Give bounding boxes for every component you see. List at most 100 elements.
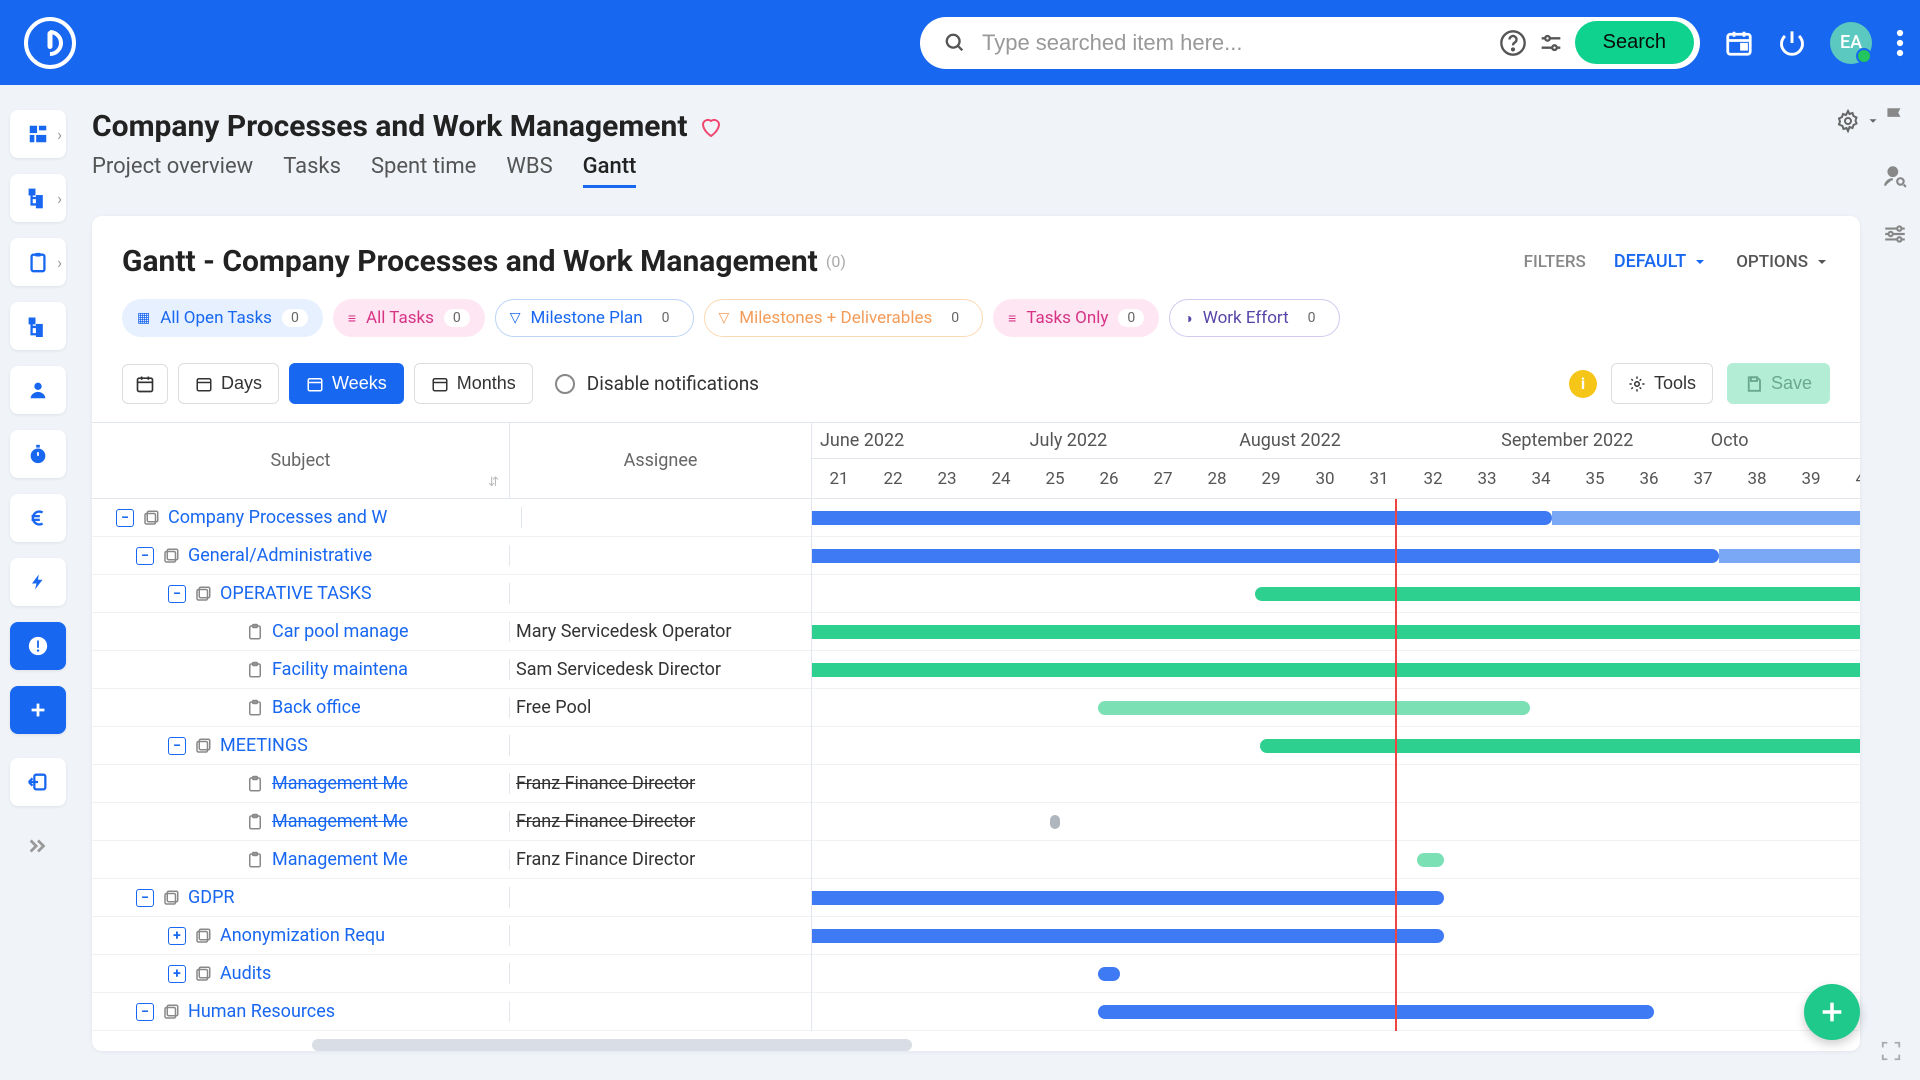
save-button[interactable]: Save — [1727, 363, 1830, 404]
tree-toggle-icon[interactable]: − — [136, 1003, 154, 1021]
filter-chip-milestone-plan[interactable]: ▽Milestone Plan0 — [495, 299, 694, 337]
sliders-icon[interactable] — [1882, 221, 1908, 247]
week-header: 33 — [1460, 459, 1514, 498]
column-assignee-header[interactable]: Assignee — [510, 423, 811, 498]
gantt-bar[interactable] — [1098, 967, 1120, 981]
sidebar-dashboard[interactable] — [10, 110, 66, 158]
gantt-tree-row[interactable]: Management MeFranz Finance Director — [92, 803, 811, 841]
tools-button[interactable]: Tools — [1611, 363, 1713, 404]
person-search-icon[interactable] — [1882, 163, 1908, 189]
tab-gantt[interactable]: Gantt — [583, 154, 637, 188]
gantt-bar[interactable] — [812, 511, 1552, 525]
gantt-bar[interactable] — [1098, 1005, 1654, 1019]
gantt-header: Gantt - Company Processes and Work Manag… — [92, 244, 1860, 279]
tab-wbs[interactable]: WBS — [506, 154, 552, 188]
filter-options-dropdown[interactable]: OPTIONS — [1736, 252, 1830, 272]
overflow-menu-icon[interactable] — [1896, 28, 1904, 58]
gantt-bar[interactable] — [812, 663, 1860, 677]
gantt-tree-row[interactable]: −Company Processes and W — [92, 499, 811, 537]
gantt-tree-row[interactable]: +Audits — [92, 955, 811, 993]
tab-tasks[interactable]: Tasks — [283, 154, 341, 188]
sidebar-add[interactable] — [10, 686, 66, 734]
disable-notifications-toggle[interactable]: Disable notifications — [555, 372, 759, 395]
gantt-tree-row[interactable]: −GDPR — [92, 879, 811, 917]
gantt-tree-row[interactable]: Management MeFranz Finance Director — [92, 841, 811, 879]
help-icon[interactable] — [1499, 29, 1527, 57]
tree-toggle-icon[interactable]: + — [168, 927, 186, 945]
filter-chip-all-open-tasks[interactable]: ▦All Open Tasks0 — [122, 299, 323, 337]
view-days-button[interactable]: Days — [178, 363, 279, 404]
tab-project-overview[interactable]: Project overview — [92, 154, 253, 188]
gantt-tree-row[interactable]: −OPERATIVE TASKS — [92, 575, 811, 613]
sidebar-alert[interactable] — [10, 622, 66, 670]
gantt-tree-row[interactable]: Back officeFree Pool — [92, 689, 811, 727]
sidebar-expand[interactable] — [10, 822, 66, 870]
gantt-tree-row[interactable]: Facility maintenaSam Servicedesk Directo… — [92, 651, 811, 689]
filter-chip-work-effort[interactable]: ◑Work Effort0 — [1169, 299, 1339, 337]
sidebar-euro[interactable] — [10, 494, 66, 542]
sidebar-tree[interactable] — [10, 174, 66, 222]
search-box: Search — [920, 17, 1700, 69]
gantt-tree-row[interactable]: −Human Resources — [92, 993, 811, 1031]
gantt-timeline[interactable]: June 2022July 2022August 2022September 2… — [812, 423, 1860, 1031]
gantt-bar[interactable] — [812, 891, 1444, 905]
user-avatar[interactable]: EA — [1830, 22, 1872, 64]
gantt-bar[interactable] — [812, 549, 1719, 563]
gantt-bar-extension[interactable] — [1719, 549, 1860, 563]
search-input[interactable] — [982, 30, 1499, 56]
tree-toggle-icon[interactable]: + — [168, 965, 186, 983]
gantt-tree-row[interactable]: −General/Administrative — [92, 537, 811, 575]
gantt-tree-row[interactable]: Management MeFranz Finance Director — [92, 765, 811, 803]
date-picker-button[interactable] — [122, 364, 168, 404]
filter-sliders-icon[interactable] — [1537, 29, 1565, 57]
flag-icon[interactable] — [1882, 105, 1908, 131]
filter-default-dropdown[interactable]: DEFAULT — [1614, 251, 1708, 272]
sidebar-clipboard[interactable] — [10, 238, 66, 286]
calendar-icon[interactable] — [1724, 28, 1754, 58]
sidebar-user[interactable] — [10, 366, 66, 414]
left-sidebar — [10, 110, 66, 870]
fab-add-button[interactable] — [1804, 984, 1860, 1040]
gantt-bar-extension[interactable] — [1552, 511, 1860, 525]
gantt-tree-row[interactable]: −MEETINGS — [92, 727, 811, 765]
view-weeks-button[interactable]: Weeks — [289, 363, 404, 404]
sidebar-exit[interactable] — [10, 758, 66, 806]
sidebar-hierarchy[interactable] — [10, 302, 66, 350]
gantt-bar[interactable] — [1260, 739, 1860, 753]
chip-badge: 0 — [1118, 309, 1144, 327]
sidebar-bolt[interactable] — [10, 558, 66, 606]
row-subject-text: Management Me — [272, 811, 408, 832]
filter-chip-tasks-only[interactable]: ≡Tasks Only0 — [993, 299, 1159, 337]
tab-spent-time[interactable]: Spent time — [371, 154, 476, 188]
tree-toggle-icon[interactable]: − — [168, 585, 186, 603]
gantt-bar[interactable] — [812, 625, 1860, 639]
search-button[interactable]: Search — [1575, 21, 1694, 64]
gantt-bar[interactable] — [812, 929, 1444, 943]
gantt-bar[interactable] — [1417, 853, 1444, 867]
fullscreen-icon[interactable] — [1880, 1040, 1902, 1062]
view-months-button[interactable]: Months — [414, 363, 533, 404]
filter-chip-all-tasks[interactable]: ≡All Tasks0 — [333, 299, 485, 337]
tree-toggle-icon[interactable]: − — [136, 547, 154, 565]
filter-chip-milestones-deliverables[interactable]: ▽Milestones + Deliverables0 — [704, 299, 984, 337]
app-logo[interactable] — [24, 17, 76, 69]
gantt-tree-row[interactable]: Car pool manageMary Servicedesk Operator — [92, 613, 811, 651]
tree-toggle-icon[interactable]: − — [116, 509, 134, 527]
sort-icon[interactable]: ⇵ — [488, 475, 499, 490]
tree-toggle-icon[interactable]: − — [168, 737, 186, 755]
gantt-bar[interactable] — [1255, 587, 1860, 601]
gantt-tree-row[interactable]: +Anonymization Requ — [92, 917, 811, 955]
gantt-bar[interactable] — [1098, 701, 1530, 715]
timeline-row — [812, 537, 1860, 575]
task-icon — [246, 699, 264, 717]
sidebar-timer[interactable] — [10, 430, 66, 478]
gantt-bar[interactable] — [1050, 815, 1061, 829]
horizontal-scrollbar[interactable] — [312, 1039, 912, 1051]
page-settings-icon[interactable] — [1836, 109, 1880, 133]
column-subject-header[interactable]: Subject⇵ — [92, 423, 510, 498]
power-icon[interactable] — [1778, 29, 1806, 57]
week-header: 31 — [1352, 459, 1406, 498]
favorite-heart-icon[interactable] — [699, 115, 723, 139]
tree-toggle-icon[interactable]: − — [136, 889, 154, 907]
info-badge-icon[interactable]: i — [1569, 370, 1597, 398]
